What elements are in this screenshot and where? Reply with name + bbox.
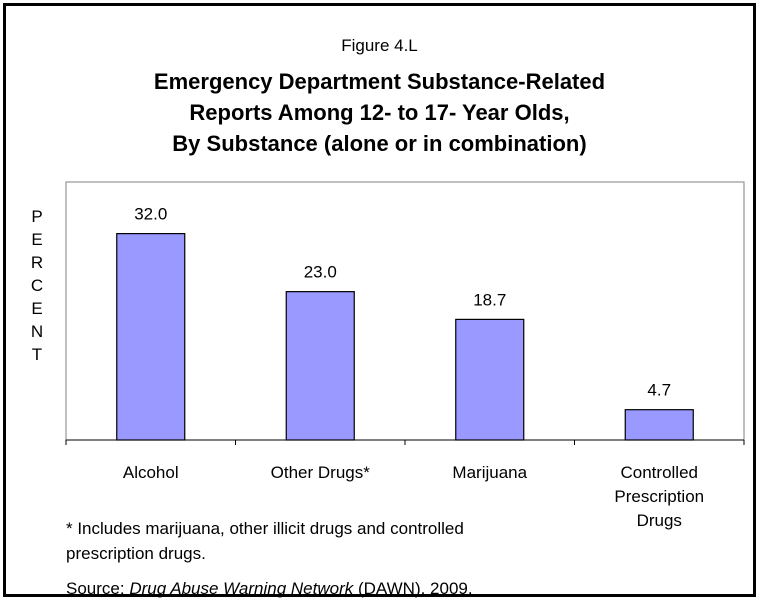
x-tick-label: Alcohol: [123, 463, 179, 482]
chart-title-line-2: Reports Among 12- to 17- Year Olds,: [189, 100, 570, 125]
source-suffix: (DAWN), 2009.: [353, 579, 473, 598]
data-label: 23.0: [304, 263, 337, 282]
x-tick-label: Drugs: [637, 511, 682, 530]
footnote-line-1: * Includes marijuana, other illicit drug…: [66, 519, 464, 538]
y-axis-label-letter: N: [31, 322, 43, 341]
y-axis-label-letter: C: [31, 276, 43, 295]
x-tick-label: Prescription: [614, 487, 704, 506]
chart-title-line-3: By Substance (alone or in combination): [172, 131, 587, 156]
source-prefix: Source:: [66, 579, 130, 598]
figure-label: Figure 4.L: [341, 36, 418, 55]
bar: [455, 318, 525, 441]
x-tick-label: Other Drugs*: [271, 463, 371, 482]
x-tick-label: Controlled: [621, 463, 699, 482]
data-label: 32.0: [134, 205, 167, 224]
source-note: Source: Drug Abuse Warning Network (DAWN…: [66, 576, 473, 601]
figure-frame: Figure 4.L Emergency Department Substanc…: [3, 3, 756, 598]
data-label: 4.7: [647, 381, 671, 400]
bar-chart: 32.0 Alcohol 23.0 Other Drugs* 18.7 Marijuana…: [31, 181, 745, 530]
y-axis-label-letter: E: [31, 230, 42, 249]
source-title: Drug Abuse Warning Network: [129, 579, 354, 598]
y-axis-label-letter: E: [31, 299, 42, 318]
data-label: 18.7: [473, 290, 506, 309]
footnote: * Includes marijuana, other illicit drug…: [66, 516, 464, 566]
footnote-line-2: prescription drugs.: [66, 544, 206, 563]
y-axis-label-letter: P: [31, 207, 42, 226]
y-axis-label-letter: T: [32, 345, 42, 364]
chart-title-line-1: Emergency Department Substance-Related: [153, 69, 606, 94]
y-axis-label-letter: R: [31, 253, 43, 272]
bar: [116, 233, 186, 441]
bar: [285, 291, 355, 441]
bar: [624, 409, 694, 441]
chart-title: Emergency Department Substance-Related R…: [6, 66, 753, 159]
x-tick-label: Marijuana: [452, 463, 527, 482]
